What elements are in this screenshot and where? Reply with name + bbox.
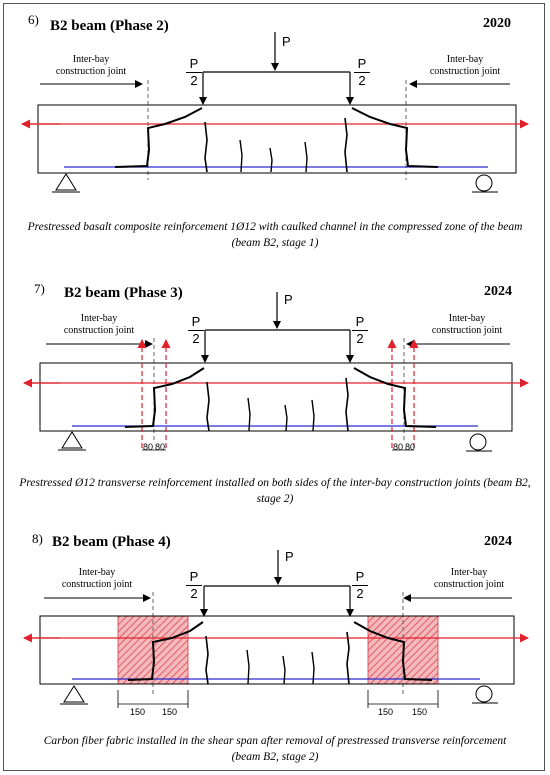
joint-label-right: Inter-bay construction joint: [414, 567, 524, 591]
frac-num: P: [188, 314, 204, 331]
dimension-label: 150: [412, 707, 428, 717]
joint-label-line: construction joint: [433, 579, 505, 590]
frac-num: P: [352, 569, 368, 586]
dimension-label: 80: [393, 442, 404, 452]
crack: [247, 397, 251, 432]
pin-support: [63, 685, 85, 703]
crack: [346, 631, 350, 685]
crack: [114, 107, 203, 168]
frac-den: 2: [190, 586, 198, 601]
joint-label-left: Inter-bay construction joint: [44, 313, 154, 337]
panel-title: B2 beam (Phase 4): [52, 534, 171, 550]
crack: [246, 649, 250, 685]
panel-year: 2020: [483, 16, 511, 31]
frac-den: 2: [356, 586, 364, 601]
frac-num: P: [354, 56, 370, 73]
panel-title: B2 beam (Phase 3): [64, 285, 183, 301]
crack: [351, 107, 439, 168]
panel-caption: Prestressed basalt composite reinforceme…: [27, 221, 523, 249]
joint-label-line: Inter-bay: [450, 567, 488, 578]
panel-number: 7): [34, 281, 45, 296]
joint-label-line: construction joint: [61, 579, 133, 590]
panel-title: B2 beam (Phase 2): [50, 18, 169, 34]
joint-label-line: construction joint: [55, 66, 127, 77]
joint-label-line: Inter-bay: [446, 54, 484, 65]
crack: [304, 141, 308, 173]
beam-body: [37, 104, 517, 174]
load-label: P: [284, 292, 293, 307]
panel-7-drawing: [23, 292, 529, 452]
crack: [353, 621, 433, 681]
crack: [311, 651, 315, 685]
crack: [205, 635, 209, 685]
pin-support: [55, 173, 77, 191]
pin-support: [61, 431, 83, 449]
frac-num: P: [186, 56, 202, 73]
frac-den: 2: [190, 73, 198, 88]
crack: [206, 381, 210, 432]
crack: [344, 117, 348, 173]
crack: [239, 139, 243, 173]
beam-body: [39, 615, 515, 685]
figure-frame: [3, 3, 545, 771]
frac-num: P: [186, 569, 202, 586]
joint-label-left: Inter-bay construction joint: [42, 567, 152, 591]
panel-8-drawing: [23, 550, 529, 708]
crack: [269, 147, 273, 173]
crack: [282, 655, 286, 685]
joint-label-right: Inter-bay construction joint: [410, 54, 520, 78]
crack: [311, 399, 315, 432]
panel-caption: Prestressed Ø12 transverse reinforcement…: [19, 477, 531, 505]
crack: [127, 621, 204, 681]
panel-year: 2024: [484, 284, 512, 299]
crack: [284, 404, 288, 432]
roller-support: [475, 685, 493, 703]
joint-label-line: construction joint: [431, 325, 503, 336]
panel-caption: Carbon fiber fabric installed in the she…: [43, 735, 507, 763]
joint-label-line: construction joint: [429, 66, 501, 77]
panel-number: 6): [28, 12, 39, 27]
beam-body: [39, 362, 513, 432]
frac-num: P: [352, 314, 368, 331]
crack: [353, 367, 437, 428]
joint-label-line: Inter-bay: [72, 54, 110, 65]
frac-den: 2: [356, 331, 364, 346]
joint-label-line: construction joint: [63, 325, 135, 336]
joint-label-line: Inter-bay: [78, 567, 116, 578]
load-label: P: [285, 549, 294, 564]
crack: [124, 367, 205, 428]
crack: [204, 121, 208, 173]
joint-label-line: Inter-bay: [80, 313, 118, 324]
dimension-label: 150: [130, 707, 146, 717]
joint-label-left: Inter-bay construction joint: [36, 54, 146, 78]
dimension-label: 80: [143, 442, 154, 452]
load-label: P: [282, 34, 291, 49]
dimension-label: 150: [162, 707, 178, 717]
crack: [345, 377, 349, 432]
dimension-label: 150: [378, 707, 394, 717]
joint-label-line: Inter-bay: [448, 313, 486, 324]
roller-support: [469, 433, 487, 451]
dimension-label: 80: [155, 442, 166, 452]
joint-label-right: Inter-bay construction joint: [412, 313, 522, 337]
dimension-label: 80: [405, 442, 416, 452]
panel-6-drawing: [21, 32, 529, 193]
panel-number: 8): [32, 531, 43, 546]
frac-den: 2: [192, 331, 200, 346]
panel-year: 2024: [484, 534, 512, 549]
frac-den: 2: [358, 73, 366, 88]
roller-support: [475, 174, 493, 192]
